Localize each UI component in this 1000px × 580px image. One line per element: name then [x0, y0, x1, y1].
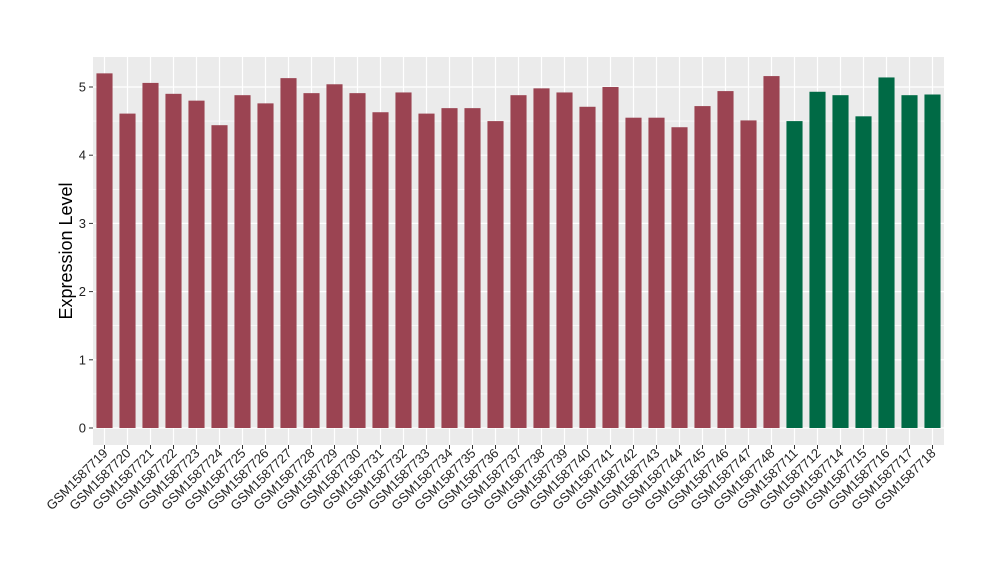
bars: [96, 73, 941, 429]
y-tick-label: 0: [79, 421, 86, 436]
bar-GSM1587729: [326, 84, 343, 428]
bar-GSM1587715: [855, 116, 872, 429]
bar-GSM1587721: [142, 82, 159, 429]
bar-GSM1587724: [211, 125, 228, 428]
bar-GSM1587734: [441, 108, 458, 428]
y-tick-label: 1: [79, 352, 86, 367]
bar-GSM1587718: [924, 94, 941, 428]
bar-GSM1587723: [188, 100, 205, 428]
bar-GSM1587746: [717, 91, 734, 428]
bar-GSM1587730: [349, 93, 366, 428]
bar-GSM1587731: [372, 112, 389, 428]
bar-GSM1587733: [418, 113, 435, 429]
bar-GSM1587714: [832, 95, 849, 429]
bar-GSM1587737: [510, 95, 527, 429]
bar-GSM1587738: [533, 88, 550, 428]
bar-GSM1587732: [395, 92, 412, 429]
bar-GSM1587712: [809, 91, 826, 429]
bar-GSM1587740: [579, 106, 596, 428]
bar-GSM1587722: [165, 93, 182, 428]
bar-GSM1587748: [763, 76, 780, 428]
bar-GSM1587716: [878, 77, 895, 429]
y-tick-label: 2: [79, 284, 86, 299]
x-axis: GSM1587719GSM1587720GSM1587721GSM1587722…: [43, 445, 939, 513]
bar-GSM1587728: [303, 93, 320, 428]
bar-GSM1587725: [234, 95, 251, 429]
bar-GSM1587742: [625, 117, 642, 428]
y-tick-label: 5: [79, 80, 86, 95]
bar-GSM1587745: [694, 106, 711, 428]
y-axis: 0 1 2 3 4 5: [79, 80, 93, 436]
bar-GSM1587726: [257, 103, 274, 429]
bar-GSM1587711: [786, 121, 803, 428]
bar-GSM1587739: [556, 92, 573, 429]
bar-GSM1587736: [487, 121, 504, 428]
y-tick-label: 4: [79, 148, 86, 163]
bar-GSM1587719: [96, 73, 113, 429]
y-tick-label: 3: [79, 216, 86, 231]
bar-GSM1587743: [648, 117, 665, 428]
bar-GSM1587717: [901, 95, 918, 429]
bar-GSM1587720: [119, 113, 136, 429]
bar-GSM1587744: [671, 127, 688, 428]
bar-GSM1587735: [464, 108, 481, 428]
bar-GSM1587747: [740, 120, 757, 428]
bar-GSM1587727: [280, 78, 297, 428]
y-axis-title: Expression Level: [56, 182, 76, 319]
bar-GSM1587741: [602, 87, 619, 428]
